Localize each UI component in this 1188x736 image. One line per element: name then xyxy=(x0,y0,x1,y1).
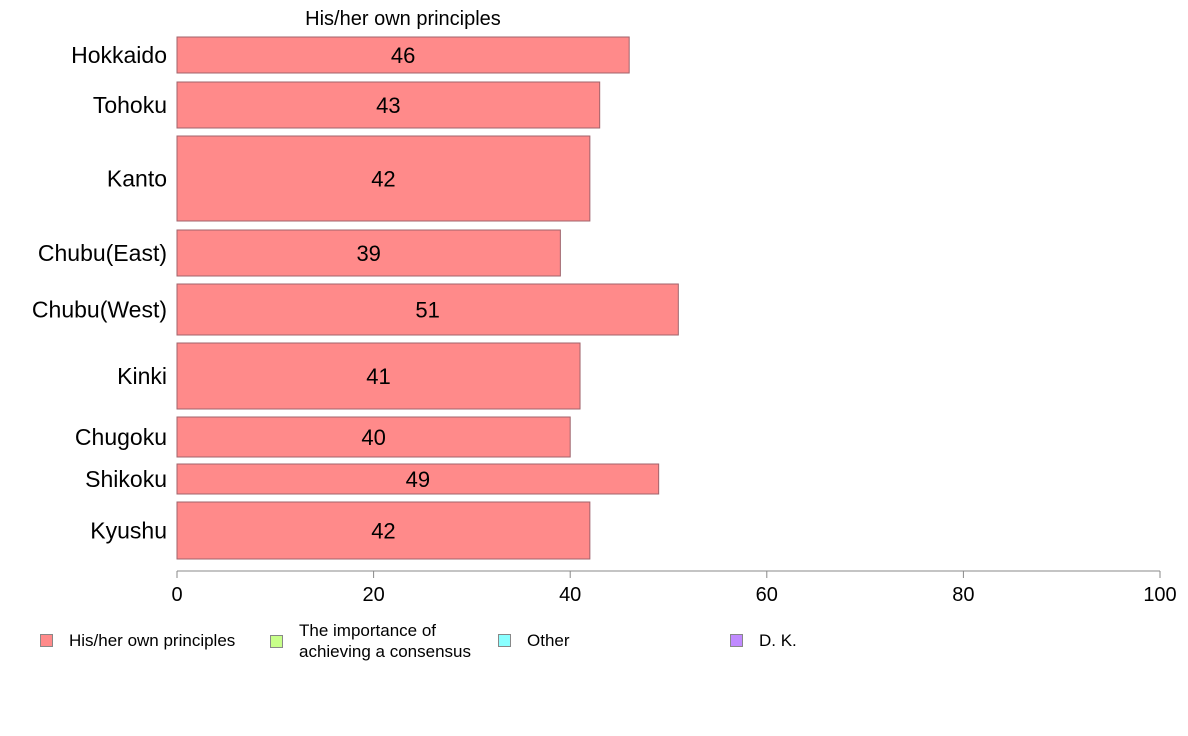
chart-title: His/her own principles xyxy=(305,8,501,30)
legend-item-principles: His/her own principles xyxy=(40,630,235,651)
legend: His/her own principles The importance of… xyxy=(40,620,1180,670)
data-label: 39 xyxy=(356,241,380,266)
x-tick-label: 20 xyxy=(362,584,384,606)
x-tick-label: 40 xyxy=(559,584,581,606)
data-label: 49 xyxy=(406,467,430,492)
x-tick-label: 80 xyxy=(952,584,974,606)
legend-label: His/her own principles xyxy=(69,631,236,650)
data-label: 40 xyxy=(361,425,385,450)
bar-hokkaido xyxy=(176,36,630,74)
y-tick-label: Hokkaido xyxy=(71,42,167,68)
x-tick-label: 60 xyxy=(756,584,778,606)
data-label: 41 xyxy=(366,364,390,389)
y-tick-label: Tohoku xyxy=(93,92,167,118)
legend-label: Other xyxy=(527,631,570,650)
bar-kanto xyxy=(176,135,591,222)
y-tick-label: Shikoku xyxy=(85,466,167,492)
legend-label: The importance of achieving a consensus xyxy=(299,621,472,661)
y-tick-label: Chugoku xyxy=(75,424,167,450)
legend-swatch-principles xyxy=(40,634,53,647)
x-tick-label: 100 xyxy=(1143,584,1176,606)
bar-kyushu xyxy=(176,501,591,560)
bar-chugoku xyxy=(176,416,571,458)
legend-swatch-other xyxy=(498,634,511,647)
bar-shikoku xyxy=(176,463,660,495)
y-tick-label: Chubu(West) xyxy=(32,297,167,323)
y-tick-label: Kinki xyxy=(117,363,167,389)
y-tick-label: Kanto xyxy=(107,166,167,192)
legend-label: D. K. xyxy=(759,631,797,650)
legend-item-other: Other xyxy=(498,630,570,651)
bars-group: 46 43 42 39 51 41 40 49 42 xyxy=(176,36,679,560)
data-label: 42 xyxy=(371,519,395,544)
x-tick-label: 0 xyxy=(171,584,182,606)
bar-chubu-west xyxy=(176,283,679,336)
bar-tohoku xyxy=(176,81,601,129)
data-label: 42 xyxy=(371,167,395,192)
data-label: 46 xyxy=(391,43,415,68)
legend-item-consensus: The importance of achieving a consensus xyxy=(270,620,499,662)
data-label: 51 xyxy=(415,298,439,323)
data-label: 43 xyxy=(376,93,400,118)
y-tick-label: Chubu(East) xyxy=(38,240,167,266)
legend-swatch-dk xyxy=(730,634,743,647)
y-axis-labels: Hokkaido Tohoku Kanto Chubu(East) Chubu(West… xyxy=(32,42,167,544)
x-axis: 0 20 40 60 80 100 xyxy=(171,570,1177,606)
bar-chubu-east xyxy=(176,229,561,277)
y-tick-label: Kyushu xyxy=(90,518,167,544)
legend-item-dk: D. K. xyxy=(730,630,797,651)
legend-swatch-consensus xyxy=(270,634,283,648)
bar-kinki xyxy=(176,342,581,410)
